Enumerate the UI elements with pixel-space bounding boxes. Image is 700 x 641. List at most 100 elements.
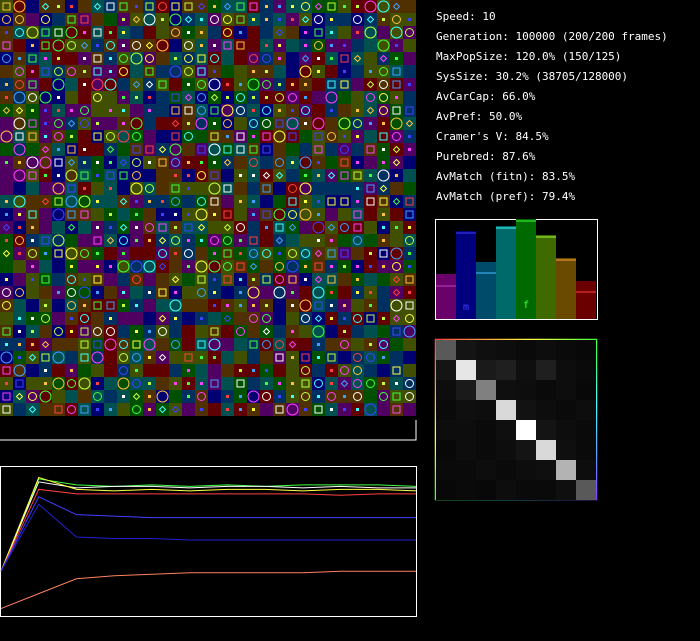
square — [80, 171, 89, 180]
cell — [390, 130, 403, 143]
cell — [208, 26, 221, 39]
square — [41, 41, 50, 50]
circle — [223, 28, 232, 37]
cell — [13, 65, 26, 78]
dot — [161, 213, 164, 216]
matrix-cell — [576, 360, 596, 380]
cell — [143, 26, 156, 39]
cell — [39, 273, 52, 286]
cell — [182, 351, 195, 364]
cell — [182, 104, 195, 117]
cell — [273, 65, 286, 78]
cell — [104, 286, 117, 299]
dot — [213, 70, 216, 73]
dot — [317, 213, 320, 216]
cell — [247, 143, 260, 156]
dot — [109, 161, 112, 164]
cell — [91, 390, 104, 403]
cell — [364, 221, 377, 234]
square — [2, 392, 11, 401]
big-circle — [52, 234, 65, 247]
circle — [28, 392, 37, 401]
cell — [156, 377, 169, 390]
cell — [351, 234, 364, 247]
dot — [70, 135, 73, 138]
cell — [338, 91, 351, 104]
dot — [317, 395, 320, 398]
cell — [403, 351, 416, 364]
big-circle — [13, 0, 26, 13]
dot — [200, 356, 203, 359]
cell — [286, 403, 299, 416]
circle — [132, 405, 141, 414]
circle — [67, 67, 76, 76]
square — [93, 275, 102, 284]
cell — [26, 182, 39, 195]
cell — [403, 104, 416, 117]
cell — [65, 143, 78, 156]
cell — [39, 195, 52, 208]
circle — [132, 275, 141, 284]
big-circle — [312, 221, 325, 234]
cell — [403, 182, 416, 195]
dot — [278, 44, 281, 47]
square — [197, 340, 206, 349]
cell — [130, 117, 143, 130]
dot — [239, 174, 242, 177]
dot — [265, 304, 268, 307]
circle — [106, 132, 115, 141]
dot — [57, 96, 60, 99]
square — [158, 158, 167, 167]
cell — [91, 78, 104, 91]
cell — [351, 351, 364, 364]
cell — [78, 247, 91, 260]
matrix-cell — [556, 480, 576, 500]
cell — [182, 273, 195, 286]
cell — [208, 260, 221, 273]
square — [392, 405, 401, 414]
cell — [78, 351, 91, 364]
cell — [169, 403, 182, 416]
cell — [26, 364, 39, 377]
circle — [158, 249, 167, 258]
big-circle — [390, 299, 403, 312]
cell — [221, 26, 234, 39]
dot — [395, 226, 398, 229]
cell — [13, 143, 26, 156]
cell — [221, 104, 234, 117]
cell — [117, 0, 130, 13]
dot — [356, 31, 359, 34]
square — [249, 2, 258, 11]
dot — [317, 356, 320, 359]
circle — [275, 275, 284, 284]
cell — [182, 39, 195, 52]
cell — [208, 390, 221, 403]
cell — [390, 299, 403, 312]
cell — [299, 338, 312, 351]
dot — [200, 317, 203, 320]
big-circle — [78, 195, 91, 208]
circle — [119, 366, 128, 375]
dot — [330, 109, 333, 112]
diamond — [275, 171, 284, 180]
big-circle — [299, 182, 312, 195]
cell — [182, 130, 195, 143]
diamond — [314, 2, 323, 11]
cell — [377, 403, 390, 416]
dot — [408, 291, 411, 294]
dot — [70, 265, 73, 268]
cell — [169, 351, 182, 364]
square — [314, 262, 323, 271]
big-circle — [143, 338, 156, 351]
cell — [52, 377, 65, 390]
matrix-cell — [496, 380, 516, 400]
cell — [143, 221, 156, 234]
cell — [273, 143, 286, 156]
matrix-cell — [516, 340, 536, 360]
diamond — [262, 327, 271, 336]
dot — [148, 356, 151, 359]
cell — [234, 0, 247, 13]
cell — [260, 182, 273, 195]
cell — [299, 221, 312, 234]
square — [301, 379, 310, 388]
